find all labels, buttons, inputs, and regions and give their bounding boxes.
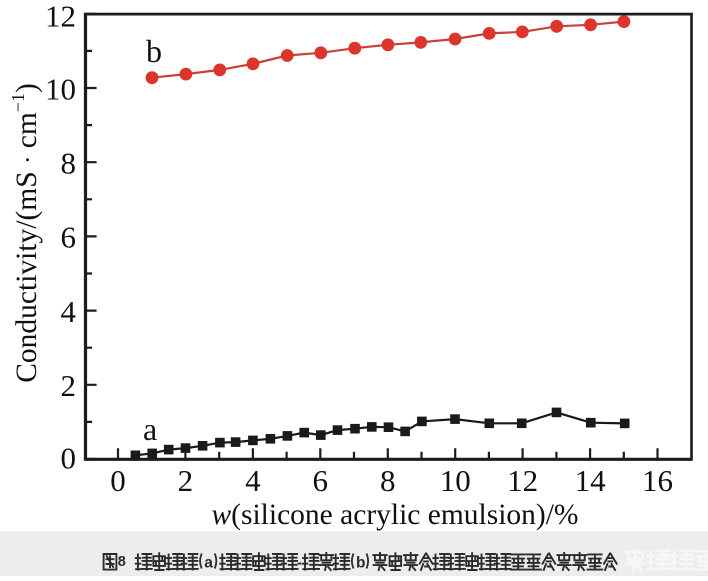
svg-text:6: 6	[61, 220, 77, 255]
svg-text:8: 8	[380, 463, 396, 498]
svg-text:8: 8	[118, 554, 126, 570]
svg-text:w(silicone acrylic emulsion)/%: w(silicone acrylic emulsion)/%	[211, 499, 578, 531]
svg-text:6: 6	[313, 463, 329, 498]
svg-text:4: 4	[245, 463, 261, 498]
svg-text:0: 0	[61, 440, 77, 475]
svg-text:a: a	[204, 555, 213, 572]
svg-text:4: 4	[61, 294, 77, 329]
svg-text:12: 12	[507, 463, 538, 498]
svg-text:2: 2	[61, 368, 77, 403]
svg-text:2: 2	[178, 463, 194, 498]
svg-text:12: 12	[45, 0, 76, 33]
svg-text:16: 16	[642, 463, 673, 498]
svg-text:-: -	[297, 555, 302, 572]
svg-text:Conductivity/(mS · cm−1): Conductivity/(mS · cm−1)	[8, 83, 43, 383]
svg-text:0: 0	[110, 463, 126, 498]
svg-text:b: b	[356, 555, 365, 572]
svg-text:10: 10	[440, 463, 471, 498]
svg-text:10: 10	[45, 71, 76, 106]
svg-text:b: b	[146, 33, 162, 69]
svg-text:8: 8	[61, 146, 77, 181]
svg-text:14: 14	[575, 463, 607, 498]
svg-text:a: a	[143, 411, 157, 447]
